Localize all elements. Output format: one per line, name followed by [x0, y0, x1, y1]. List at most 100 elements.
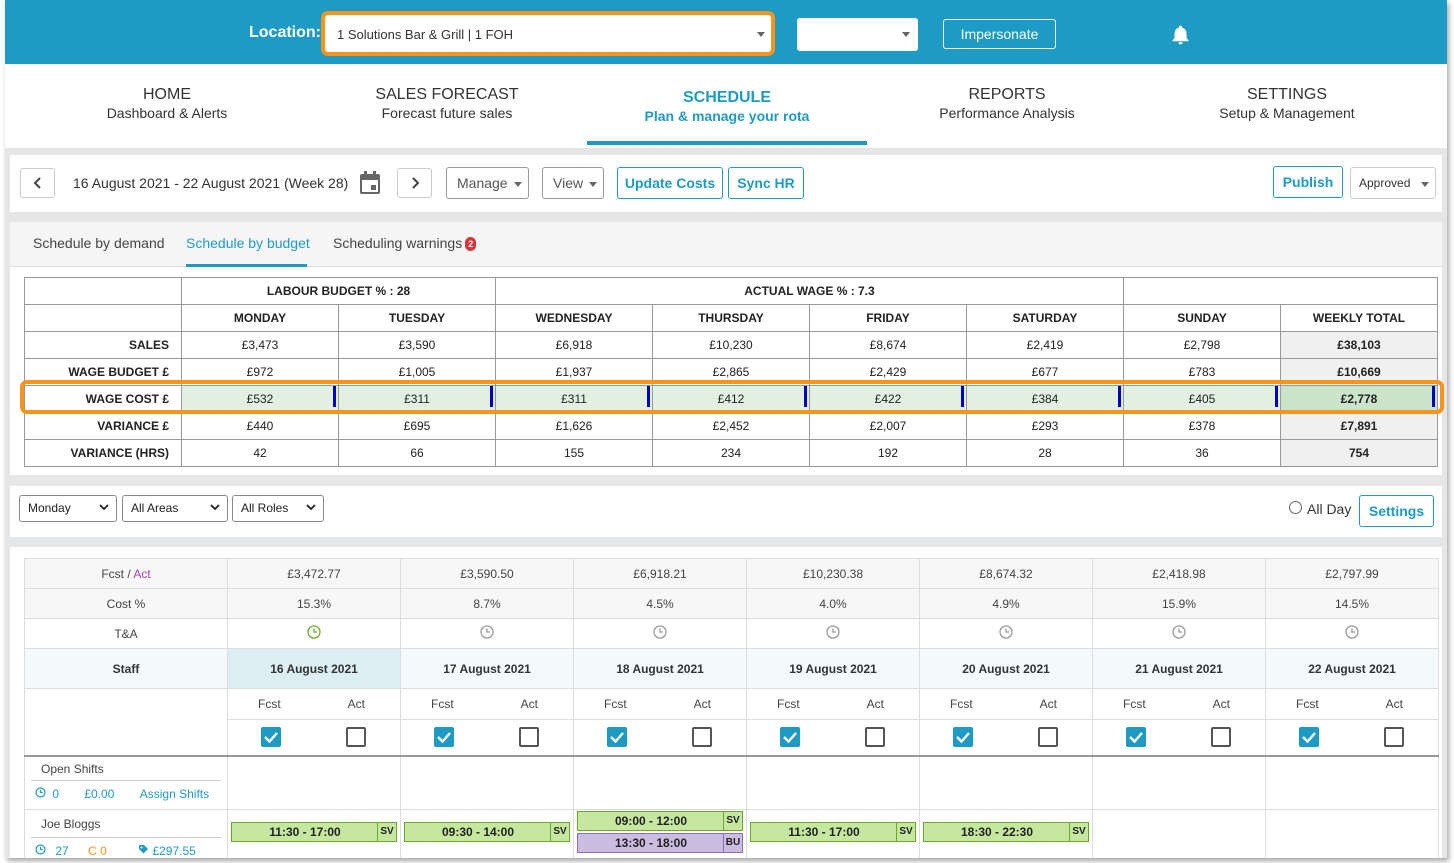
act-checkbox[interactable]	[692, 727, 712, 748]
assign-shifts-link[interactable]: Assign Shifts	[139, 786, 210, 801]
clock-icon[interactable]	[746, 618, 920, 649]
settings-button[interactable]: Settings	[1359, 495, 1434, 527]
cell: £2,452	[652, 412, 810, 440]
open-shift-cell[interactable]	[573, 755, 747, 810]
status-dropdown[interactable]: Approved	[1350, 167, 1436, 199]
open-shift-cell[interactable]	[1092, 755, 1266, 810]
fcst-act-cell: Fcst Act	[573, 688, 747, 720]
act-sub: Act	[693, 697, 711, 711]
fcst-checkbox[interactable]	[953, 727, 973, 748]
day-select[interactable]: Monday	[19, 495, 117, 522]
schedule-grid-panel: Fcst / Act £3,472.77 £3,590.50 £6,918.21…	[10, 547, 1442, 858]
clock-icon[interactable]	[573, 618, 747, 649]
labour-budget-header: LABOUR BUDGET % : 28	[181, 277, 496, 305]
cell: £1,626	[495, 412, 653, 440]
shift-time: 09:00 - 12:00	[614, 814, 688, 828]
cell: 36	[1123, 439, 1281, 467]
clock-icon[interactable]	[919, 618, 1093, 649]
act-checkbox[interactable]	[1211, 727, 1231, 748]
nav-settings[interactable]: SETTINGS Setup & Management	[1147, 86, 1427, 122]
forecast-cell: £2,797.99	[1265, 558, 1439, 589]
act-checkbox[interactable]	[865, 727, 885, 748]
all-day-radio[interactable]	[1289, 501, 1302, 514]
areas-select[interactable]: All Areas	[122, 495, 228, 522]
shift-block[interactable]: 11:30 - 17:00 SV	[750, 822, 916, 842]
roles-select[interactable]: All Roles	[232, 495, 324, 522]
update-costs-button[interactable]: Update Costs	[617, 167, 723, 199]
nav-home[interactable]: HOME Dashboard & Alerts	[27, 86, 307, 122]
clock-icon[interactable]	[1092, 618, 1266, 649]
impersonate-button[interactable]: Impersonate	[943, 19, 1056, 49]
act-sub: Act	[1212, 697, 1230, 711]
shift-cell[interactable]	[1092, 809, 1266, 858]
nav-title: REPORTS	[968, 86, 1046, 103]
cell: £422	[809, 385, 967, 413]
tab-schedule-by-demand[interactable]: Schedule by demand	[33, 235, 165, 251]
shift-tag: SV	[723, 812, 742, 830]
fcst-checkbox[interactable]	[434, 727, 454, 748]
forecast-cell: £2,418.98	[1092, 558, 1266, 589]
tab-schedule-by-budget[interactable]: Schedule by budget	[186, 235, 310, 251]
shift-tag: SV	[377, 823, 396, 841]
open-shift-cell[interactable]	[1265, 755, 1439, 810]
act-checkbox[interactable]	[519, 727, 539, 748]
fcst-sub: Fcst	[777, 697, 800, 711]
open-shifts-label: Open Shifts	[31, 762, 221, 781]
location-select[interactable]: 1 Solutions Bar & Grill | 1 FOH	[321, 11, 775, 56]
prev-week-button[interactable]	[20, 168, 55, 198]
fcst-act-subheader-row: Fcst Act Fcst Act Fcst Act Fcst Act Fcst Act …	[24, 688, 1439, 757]
fcst-checkbox[interactable]	[261, 727, 281, 748]
date-header: 21 August 2021	[1092, 648, 1266, 689]
day-header: THURSDAY	[652, 304, 810, 332]
sync-hr-button[interactable]: Sync HR	[728, 167, 804, 199]
fcst-sub: Fcst	[950, 697, 973, 711]
nav-sales-forecast[interactable]: SALES FORECAST Forecast future sales	[307, 86, 587, 122]
act-checkbox[interactable]	[346, 727, 366, 748]
fcst-checkbox[interactable]	[1299, 727, 1319, 748]
clock-icon[interactable]	[1265, 618, 1439, 649]
tag-icon	[139, 845, 149, 854]
shift-block[interactable]: 09:30 - 14:00 SV	[404, 822, 570, 842]
staff-name[interactable]: Joe Bloggs	[31, 817, 221, 838]
shift-cell[interactable]	[1265, 809, 1439, 858]
shift-block[interactable]: 18:30 - 22:30 SV	[923, 822, 1089, 842]
act-checkbox[interactable]	[1384, 727, 1404, 748]
shift-block[interactable]: 09:00 - 12:00 SV	[577, 811, 743, 831]
tab-scheduling-warnings[interactable]: Scheduling warnings 2	[333, 235, 477, 252]
fcst-checkbox[interactable]	[1126, 727, 1146, 748]
shift-block[interactable]: 13:30 - 18:00 BU	[577, 833, 743, 853]
bell-icon[interactable]	[1171, 25, 1190, 50]
view-dropdown[interactable]: View	[542, 167, 604, 199]
shift-tag: BU	[723, 834, 742, 852]
calendar-icon[interactable]	[359, 171, 381, 200]
date-header: 19 August 2021	[746, 648, 920, 689]
total-cell: £2,778	[1280, 385, 1438, 413]
date-header: 16 August 2021	[227, 648, 401, 689]
fcst-checkbox[interactable]	[607, 727, 627, 748]
open-shift-cell[interactable]	[919, 755, 1093, 810]
nav-reports[interactable]: REPORTS Performance Analysis	[867, 86, 1147, 122]
fcst-checkbox[interactable]	[780, 727, 800, 748]
chevron-down-icon	[902, 32, 910, 37]
nav-schedule[interactable]: SCHEDULE Plan & manage your rota	[587, 89, 867, 125]
cell: £695	[338, 412, 496, 440]
total-cell: 754	[1280, 439, 1438, 467]
manage-dropdown[interactable]: Manage	[446, 167, 529, 199]
open-shift-cell[interactable]	[400, 755, 574, 810]
cell: 234	[652, 439, 810, 467]
staff-cell: Joe Bloggs 27 C 0 £297.55	[24, 809, 228, 858]
day-header: FRIDAY	[809, 304, 967, 332]
act-checkbox[interactable]	[1038, 727, 1058, 748]
open-shift-cell[interactable]	[746, 755, 920, 810]
shift-block[interactable]: 11:30 - 17:00 SV	[231, 822, 397, 842]
clock-icon[interactable]	[227, 618, 401, 649]
clock-icon[interactable]	[400, 618, 574, 649]
open-shift-cell[interactable]	[227, 755, 401, 810]
publish-button[interactable]: Publish	[1273, 166, 1343, 198]
fcst-sub: Fcst	[1123, 697, 1146, 711]
staff-pay: £297.55	[152, 844, 196, 858]
cell: 192	[809, 439, 967, 467]
secondary-select[interactable]	[797, 18, 918, 51]
date-header: 20 August 2021	[919, 648, 1093, 689]
next-week-button[interactable]	[397, 168, 432, 198]
